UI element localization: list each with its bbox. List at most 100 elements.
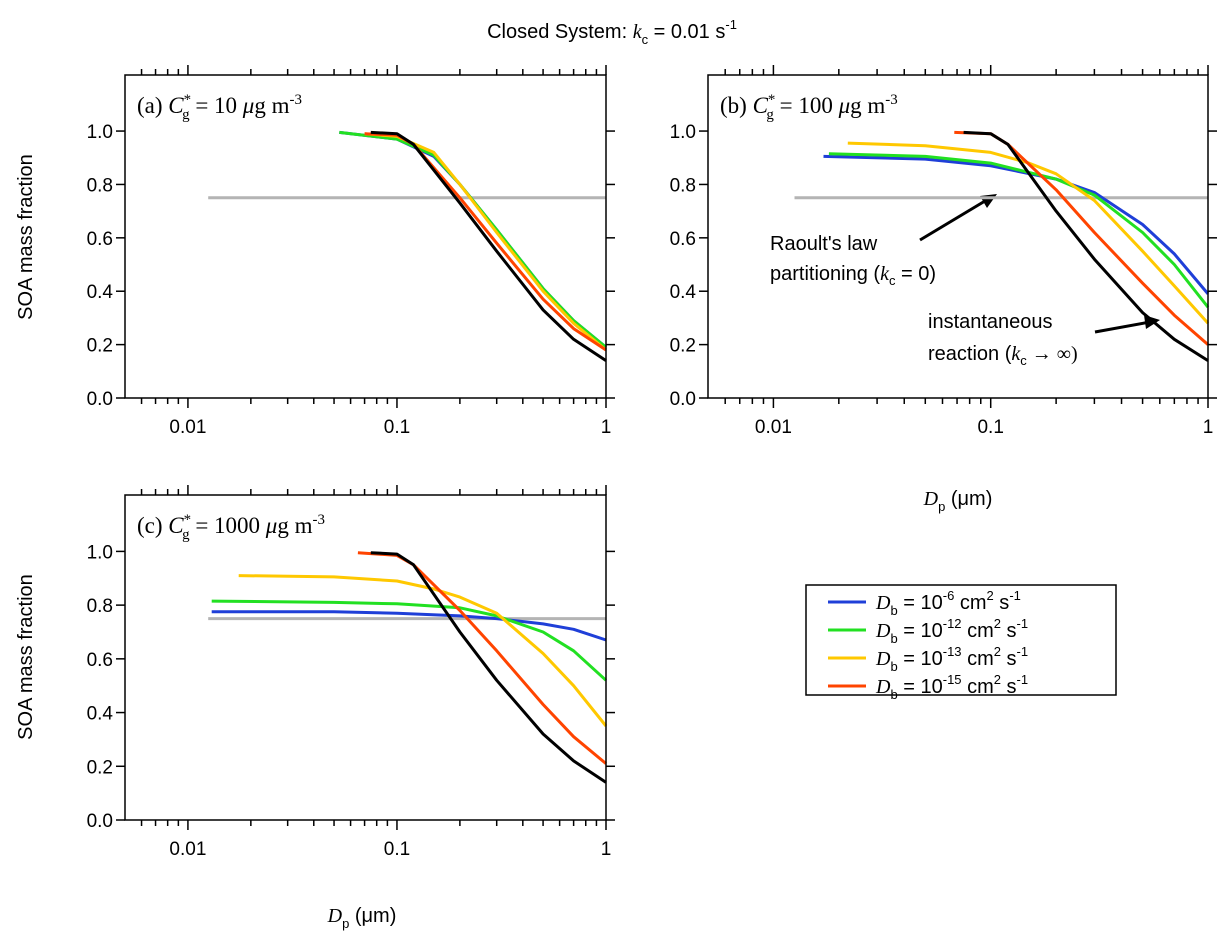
text-part: cm: [962, 676, 994, 698]
y-axis-label: SOA mass fraction: [15, 574, 37, 740]
text-part: -1: [1017, 644, 1029, 659]
text-part: = 100: [774, 93, 839, 118]
y-tick-label: 1.0: [670, 122, 696, 143]
text-part: -3: [289, 92, 301, 108]
text-part: 2: [994, 644, 1001, 659]
y-tick-label: 1.0: [87, 122, 113, 143]
text-part: g m: [850, 93, 885, 118]
text-part: k: [633, 21, 643, 43]
text-part: D: [875, 648, 891, 670]
y-tick-label: 1.0: [87, 542, 113, 563]
annotation-part: c: [1020, 353, 1027, 368]
text-part: g: [766, 107, 774, 123]
text-part: 2: [987, 588, 994, 603]
x-tick-label: 1: [601, 417, 612, 438]
text-part: (μm): [945, 488, 992, 510]
text-part: μ: [242, 93, 255, 118]
annotation-part: k: [880, 263, 890, 285]
text-part: D: [875, 620, 891, 642]
y-tick-label: 0.6: [670, 229, 696, 250]
y-tick-label: 0.8: [87, 596, 113, 617]
series-line: [370, 130, 607, 362]
y-axis-label: SOA mass fraction: [15, 154, 37, 320]
text-part: p: [342, 916, 349, 931]
text-part: (c): [137, 513, 168, 538]
text-part: -6: [943, 588, 955, 603]
text-part: D: [327, 905, 343, 927]
plot-frame: [124, 74, 607, 399]
text-part: C: [168, 513, 184, 538]
legend-label: Db = 10-6 cm2 s-1: [875, 588, 1021, 618]
x-axis-label: Dp (μm): [923, 488, 993, 514]
x-tick-label: 1: [1203, 417, 1214, 438]
text-part: g m: [277, 513, 312, 538]
text-part: s: [1001, 620, 1017, 642]
text-part: (μm): [349, 905, 396, 927]
x-tick-label: 0.01: [755, 417, 792, 438]
text-part: s: [1001, 676, 1017, 698]
text-part: p: [938, 499, 945, 514]
text-part: = 1000: [190, 513, 266, 538]
annotation-part: → ∞): [1027, 343, 1078, 365]
text-part: -1: [1017, 672, 1029, 687]
panel-label: (b) C* g = 100 μg m-3: [720, 92, 898, 123]
y-tick-label: 0.4: [670, 282, 697, 303]
arrow: [919, 196, 991, 242]
text-part: μ: [265, 513, 278, 538]
y-tick-label: 0.4: [87, 704, 114, 725]
annotation-part: k: [1011, 343, 1021, 365]
y-tick-label: 0.0: [670, 389, 696, 410]
text-part: -1: [1017, 616, 1029, 631]
text-part: -15: [943, 672, 962, 687]
annotation: instantaneous: [928, 311, 1053, 333]
text-part: -3: [312, 512, 324, 528]
text-part: -12: [943, 616, 962, 631]
text-part: c: [642, 32, 649, 47]
text-part: = 10: [898, 648, 943, 670]
y-tick-label: 0.2: [87, 336, 113, 357]
annotation-part: reaction (: [928, 343, 1012, 365]
text-part: b: [890, 659, 897, 674]
text-part: b: [890, 631, 897, 646]
legend-label: Db = 10-15 cm2 s-1: [875, 672, 1028, 702]
text-part: Closed System:: [487, 21, 633, 43]
text-part: cm: [954, 592, 986, 614]
text-part: s: [994, 592, 1010, 614]
text-part: = 0.01 s: [648, 21, 725, 43]
text-part: -1: [1009, 588, 1021, 603]
x-axis-label: Dp (μm): [327, 905, 397, 931]
text-part: -3: [885, 92, 897, 108]
text-part: cm: [962, 648, 994, 670]
text-part: D: [875, 676, 891, 698]
text-part: b: [890, 687, 897, 702]
text-part: g: [182, 527, 190, 543]
series-line: [238, 574, 608, 727]
annotation-part: = 0): [895, 263, 936, 285]
text-part: = 10: [898, 620, 943, 642]
text-part: 2: [994, 672, 1001, 687]
panel-label: (a) C* g = 10 μg m-3: [137, 92, 302, 123]
text-part: μ: [838, 93, 851, 118]
annotation: partitioning (kc = 0): [770, 263, 936, 288]
text-part: D: [923, 488, 939, 510]
text-part: g m: [254, 93, 289, 118]
text-part: (a): [137, 93, 168, 118]
annotation: Raoult's law: [770, 233, 878, 255]
x-tick-label: 0.01: [169, 417, 206, 438]
plot-frame: [707, 74, 1209, 399]
text-part: -1: [725, 17, 737, 32]
y-tick-label: 0.6: [87, 650, 113, 671]
x-tick-label: 0.1: [977, 417, 1003, 438]
text-part: = 10: [190, 93, 243, 118]
y-tick-label: 0.6: [87, 229, 113, 250]
y-tick-label: 0.2: [670, 336, 696, 357]
text-part: b: [890, 603, 897, 618]
text-part: 2: [994, 616, 1001, 631]
y-tick-label: 0.2: [87, 757, 113, 778]
text-part: *: [768, 92, 775, 108]
text-part: *: [184, 512, 191, 528]
legend-label: Db = 10-13 cm2 s-1: [875, 644, 1028, 674]
series-line: [211, 610, 607, 642]
text-part: (b): [720, 93, 753, 118]
